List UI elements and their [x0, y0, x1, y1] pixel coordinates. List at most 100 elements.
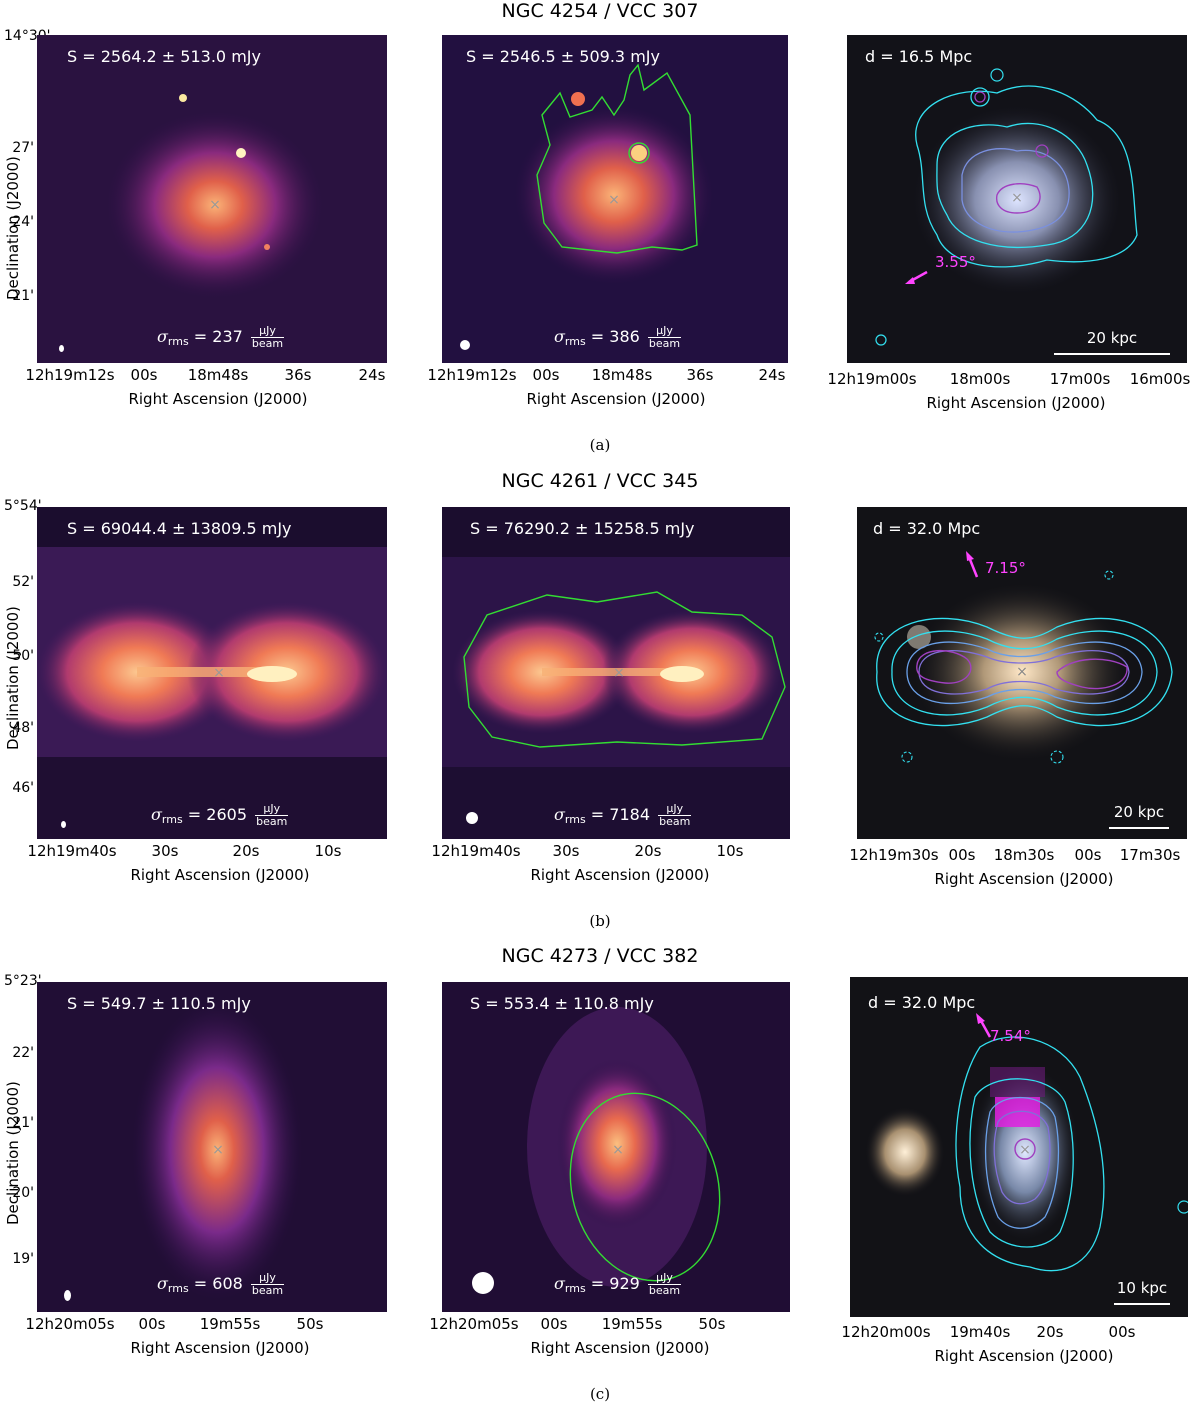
x-tick-label: 00s	[130, 366, 158, 384]
subfigure-caption: (b)	[589, 912, 611, 930]
x-tick-label: 12h20m05s	[429, 1315, 519, 1333]
y-tick-label: 21'	[12, 1115, 34, 1131]
row-title: NGC 4273 / VCC 382	[501, 945, 699, 967]
beam-ellipse	[64, 1290, 71, 1301]
svg-text:×: ×	[209, 197, 221, 213]
unit-fraction: μJy beam	[647, 325, 682, 350]
rms-noise-label: σrms = 7184 μJy beam	[554, 803, 692, 828]
rms-noise-label: σrms = 386 μJy beam	[554, 325, 682, 350]
x-axis-label: Right Ascension (J2000)	[526, 390, 706, 408]
optical-overlay-panel: × d = 32.0 Mpc 7.15° 20 kpc	[857, 507, 1187, 839]
x-tick-label: 17m00s	[1049, 370, 1111, 388]
x-tick-label: 00s	[1074, 846, 1102, 864]
unit-fraction: μJy beam	[250, 1272, 285, 1297]
distance-label: d = 32.0 Mpc	[873, 519, 981, 538]
x-tick-label: 00s	[532, 366, 560, 384]
x-tick-label: 24s	[758, 366, 786, 384]
unit-fraction: μJy beam	[647, 1272, 682, 1297]
radio-image-panel: × S = 549.7 ± 110.5 mJy σrms = 608 μJy be…	[37, 982, 387, 1312]
radio-image-masked-panel: × S = 76290.2 ± 15258.5 mJy σrms = 7184 …	[442, 507, 790, 839]
unit-num: μJy	[647, 325, 682, 338]
beam-ellipse	[61, 821, 66, 828]
optical-image-with-contours: ×	[847, 35, 1187, 363]
angle-label: 3.55°	[935, 253, 976, 271]
beam-ellipse	[472, 1272, 494, 1294]
figure-row-a: NGC 4254 / VCC 307 Declination (J2000) 1…	[0, 0, 1200, 470]
rms-symbol: σ	[157, 1274, 168, 1293]
y-tick-label: 21'	[12, 288, 34, 304]
rms-noise-label: σrms = 608 μJy beam	[157, 1272, 285, 1297]
scale-bar	[1109, 827, 1169, 829]
x-tick-label: 50s	[698, 1315, 726, 1333]
scale-bar-label: 10 kpc	[1116, 1279, 1168, 1297]
flux-density-label: S = 2546.5 ± 509.3 mJy	[466, 47, 660, 66]
radio-emission-map: ×	[37, 35, 387, 363]
flux-density-label: S = 549.7 ± 110.5 mJy	[67, 994, 251, 1013]
x-tick-label: 19m40s	[949, 1323, 1011, 1341]
svg-text:×: ×	[1016, 664, 1028, 680]
x-tick-label: 12h19m12s	[427, 366, 517, 384]
y-tick-label: 20'	[12, 1185, 34, 1201]
flux-density-label: S = 2564.2 ± 513.0 mJy	[67, 47, 261, 66]
x-tick-label: 18m00s	[949, 370, 1011, 388]
unit-fraction: μJy beam	[255, 803, 289, 828]
beam-ellipse	[466, 812, 478, 824]
x-tick-label: 10s	[716, 842, 744, 860]
figure-row-b: NGC 4261 / VCC 345 Declination (J2000) 5…	[0, 470, 1200, 945]
svg-text:×: ×	[608, 192, 620, 208]
x-tick-label: 18m30s	[993, 846, 1055, 864]
x-tick-label: 20s	[232, 842, 260, 860]
unit-den: beam	[251, 1284, 284, 1297]
unit-num: μJy	[658, 803, 692, 816]
unit-num: μJy	[250, 1272, 285, 1285]
angle-label: 7.54°	[990, 1027, 1031, 1045]
scale-bar	[1054, 353, 1170, 355]
unit-den: beam	[648, 1284, 681, 1297]
x-axis-label: Right Ascension (J2000)	[130, 1339, 310, 1357]
rms-subscript: rms	[564, 813, 586, 826]
x-tick-label: 12h19m40s	[27, 842, 117, 860]
x-axis-label: Right Ascension (J2000)	[128, 390, 308, 408]
radio-image-panel: × S = 69044.4 ± 13809.5 mJy σrms = 2605 …	[37, 507, 387, 839]
y-tick-label: 24'	[12, 214, 34, 230]
rms-subscript: rms	[564, 335, 586, 348]
rms-value: = 386	[590, 327, 640, 346]
radio-emission-map: ×	[442, 35, 788, 363]
figure-row-c: NGC 4273 / VCC 382 Declination (J2000) 5…	[0, 945, 1200, 1411]
rms-symbol: σ	[554, 1274, 565, 1293]
row-title: NGC 4254 / VCC 307	[501, 0, 699, 22]
x-tick-label: 12h19m40s	[431, 842, 521, 860]
x-tick-label: 17m30s	[1119, 846, 1181, 864]
x-tick-label: 10s	[314, 842, 342, 860]
radio-image-masked-panel: × S = 553.4 ± 110.8 mJy σrms = 929 μJy be…	[442, 982, 790, 1312]
optical-overlay-panel: × d = 32.0 Mpc 7.54° 10 kpc	[850, 977, 1188, 1317]
angle-label: 7.15°	[985, 559, 1026, 577]
row-title: NGC 4261 / VCC 345	[501, 470, 699, 492]
rms-noise-label: σrms = 2605 μJy beam	[151, 803, 289, 828]
scale-bar	[1114, 1303, 1170, 1305]
optical-overlay-panel: × d = 16.5 Mpc 3.55° 20 kpc	[847, 35, 1187, 363]
rms-subscript: rms	[564, 1282, 586, 1295]
rms-subscript: rms	[167, 335, 189, 348]
rms-subscript: rms	[161, 813, 183, 826]
x-tick-label: 12h19m00s	[827, 370, 917, 388]
unit-fraction: μJy beam	[658, 803, 692, 828]
rms-value: = 2605	[187, 805, 248, 824]
distance-label: d = 16.5 Mpc	[865, 47, 973, 66]
y-tick-label: 27'	[12, 140, 34, 156]
x-tick-label: 00s	[540, 1315, 568, 1333]
y-tick-label: 19'	[12, 1251, 34, 1267]
svg-text:×: ×	[212, 1142, 224, 1158]
scale-bar-label: 20 kpc	[1086, 329, 1138, 347]
x-axis-label: Right Ascension (J2000)	[530, 1339, 710, 1357]
x-tick-label: 30s	[151, 842, 179, 860]
rms-symbol: σ	[157, 327, 168, 346]
rms-symbol: σ	[151, 805, 162, 824]
x-tick-label: 24s	[358, 366, 386, 384]
radio-emission-map: ×	[37, 507, 387, 839]
x-tick-label: 16m00s	[1129, 370, 1191, 388]
y-tick-label: 5°23'	[4, 973, 42, 989]
svg-text:×: ×	[1019, 1142, 1031, 1158]
unit-fraction: μJy beam	[250, 325, 285, 350]
x-axis-label: Right Ascension (J2000)	[130, 866, 310, 884]
